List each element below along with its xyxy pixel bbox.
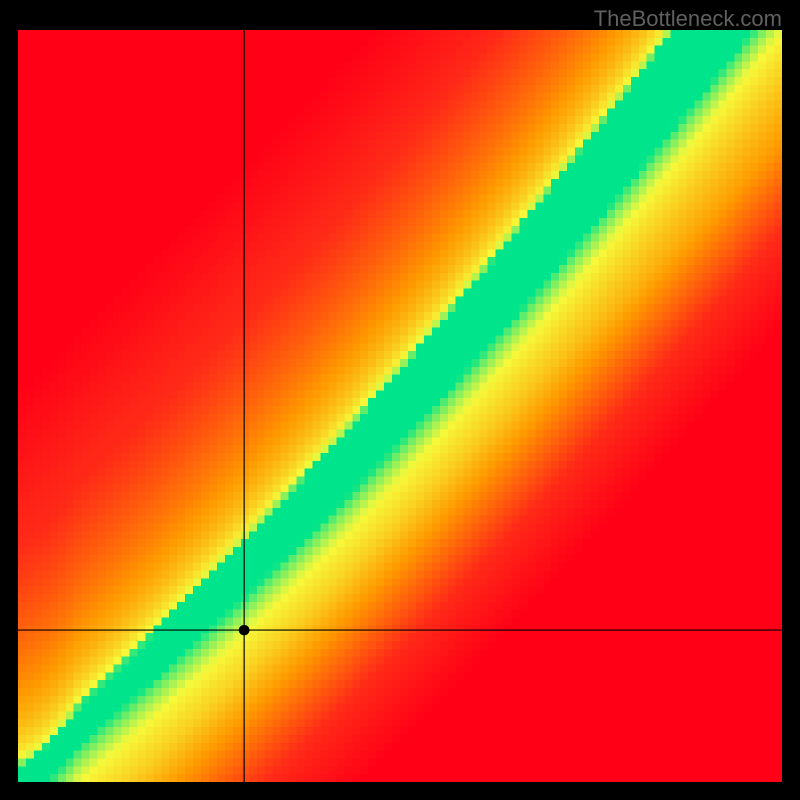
heatmap-plot <box>18 30 782 782</box>
heatmap-canvas <box>18 30 782 782</box>
watermark-text: TheBottleneck.com <box>594 6 782 32</box>
